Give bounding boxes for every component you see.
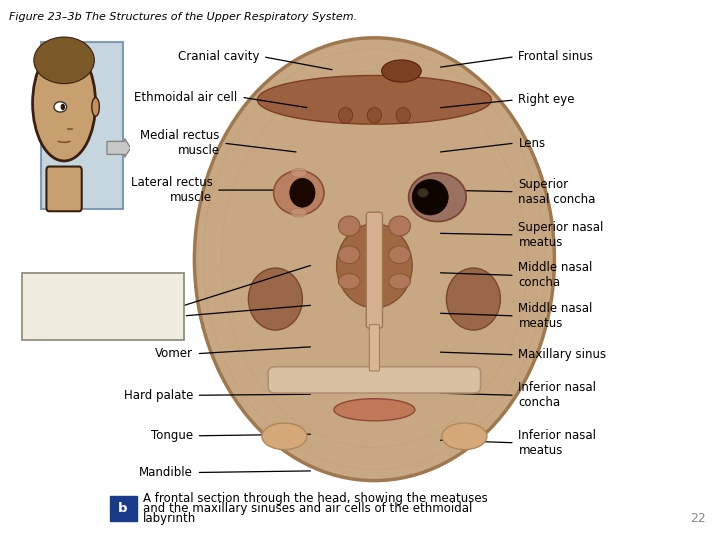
Text: Figure 23–3b The Structures of the Upper Respiratory System.: Figure 23–3b The Structures of the Upper… (9, 12, 357, 22)
Ellipse shape (338, 246, 360, 264)
Ellipse shape (338, 274, 360, 289)
Ellipse shape (32, 45, 96, 161)
Text: and the maxillary sinuses and air cells of the ethmoidal: and the maxillary sinuses and air cells … (143, 502, 472, 515)
Text: Inferior nasal
concha: Inferior nasal concha (518, 381, 596, 409)
Ellipse shape (34, 37, 94, 84)
Ellipse shape (54, 102, 67, 112)
Ellipse shape (382, 60, 421, 82)
FancyBboxPatch shape (369, 325, 379, 371)
Text: Cranial cavity: Cranial cavity (178, 50, 259, 63)
Text: Nasal Septum: Nasal Septum (57, 300, 149, 313)
Text: Inferior nasal
meatus: Inferior nasal meatus (518, 429, 596, 457)
Text: Vomer: Vomer (155, 347, 193, 360)
Ellipse shape (418, 188, 428, 197)
Text: Hard palate: Hard palate (124, 389, 193, 402)
Ellipse shape (289, 178, 315, 207)
Ellipse shape (367, 107, 382, 123)
Text: Frontal sinus: Frontal sinus (518, 50, 593, 63)
Ellipse shape (92, 98, 99, 116)
Text: Superior
nasal concha: Superior nasal concha (518, 178, 595, 206)
Ellipse shape (60, 104, 65, 110)
Text: Ethmoidal air cell: Ethmoidal air cell (135, 91, 238, 104)
Ellipse shape (291, 168, 307, 177)
Ellipse shape (396, 107, 410, 123)
Text: labyrinth: labyrinth (143, 512, 196, 525)
Text: A frontal section through the head, showing the meatuses: A frontal section through the head, show… (143, 492, 487, 505)
Text: Middle nasal
meatus: Middle nasal meatus (518, 302, 593, 330)
FancyArrow shape (107, 139, 131, 157)
Ellipse shape (442, 423, 487, 450)
Ellipse shape (409, 173, 467, 221)
Ellipse shape (334, 399, 415, 421)
FancyBboxPatch shape (46, 166, 81, 211)
Ellipse shape (337, 224, 413, 308)
Text: Tongue: Tongue (150, 429, 193, 442)
Ellipse shape (194, 38, 554, 481)
Ellipse shape (338, 216, 360, 236)
Text: Lens: Lens (518, 137, 546, 150)
Ellipse shape (262, 423, 307, 450)
FancyBboxPatch shape (268, 367, 481, 393)
Ellipse shape (413, 179, 448, 215)
Text: Superior nasal
meatus: Superior nasal meatus (518, 221, 604, 249)
Ellipse shape (389, 216, 410, 236)
Text: Medial rectus
muscle: Medial rectus muscle (140, 129, 220, 157)
FancyBboxPatch shape (110, 496, 137, 521)
Text: b: b (118, 502, 128, 515)
Text: Perpendicular
plate of ethmoid: Perpendicular plate of ethmoid (82, 302, 180, 330)
Text: Mandible: Mandible (139, 466, 193, 479)
FancyBboxPatch shape (42, 42, 123, 210)
Text: 22: 22 (690, 512, 706, 525)
Ellipse shape (248, 268, 302, 330)
Text: Middle nasal
concha: Middle nasal concha (518, 261, 593, 289)
FancyBboxPatch shape (22, 273, 184, 340)
Ellipse shape (258, 76, 492, 124)
Text: Maxillary sinus: Maxillary sinus (518, 348, 606, 361)
Text: Lateral rectus
muscle: Lateral rectus muscle (130, 176, 212, 204)
Text: Right eye: Right eye (518, 93, 575, 106)
Ellipse shape (389, 274, 410, 289)
Ellipse shape (338, 107, 353, 123)
Ellipse shape (291, 208, 307, 217)
Ellipse shape (389, 246, 410, 264)
Ellipse shape (274, 171, 324, 215)
FancyBboxPatch shape (366, 212, 382, 328)
Ellipse shape (446, 268, 500, 330)
